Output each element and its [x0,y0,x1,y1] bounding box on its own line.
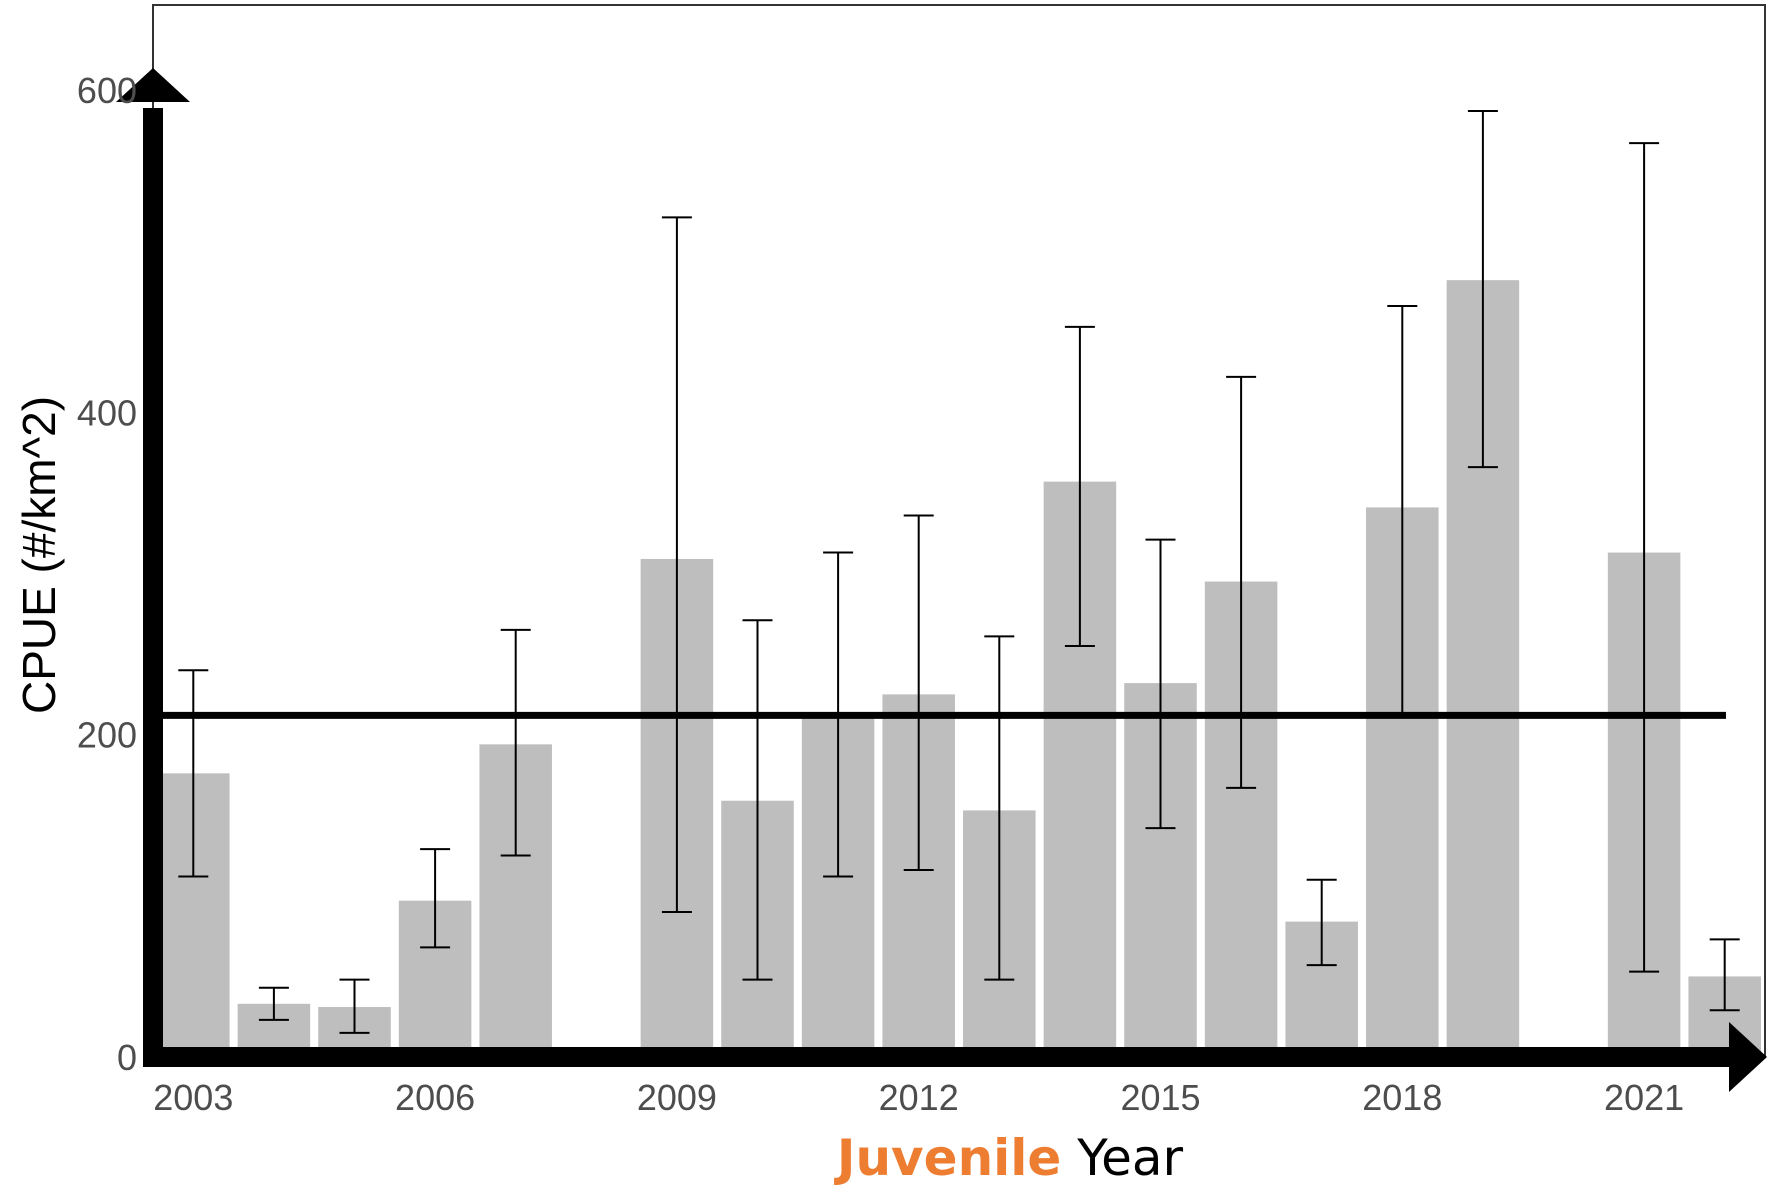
y-tick-label-0: 0 [117,1037,137,1078]
x-axis-arrowhead [1729,1022,1767,1092]
error-bar-2015 [1145,538,1176,830]
error-bar-2019 [1467,109,1498,469]
error-bar-2007 [500,628,531,857]
plot-panel-border [152,4,1766,1058]
error-bar-2017 [1306,878,1337,967]
error-bar-2003 [178,669,209,878]
error-bar-2013 [984,635,1015,981]
error-bar-2004 [258,986,289,1021]
y-axis-arrowhead [116,68,190,102]
axes-group [116,68,1767,1092]
x-axis-title: Juvenile Year [834,1129,1184,1187]
y-tick-labels: 0 200 400 600 [77,70,137,1078]
error-bar-2009 [661,216,692,913]
x-tick-labels: 2003 2006 2009 2012 2015 2018 2021 [153,1077,1684,1118]
error-bar-2022 [1709,938,1740,1012]
x-tick-label-2003: 2003 [153,1077,233,1118]
error-bar-2012 [903,514,934,872]
error-bar-2005 [339,978,370,1034]
x-tick-label-2021: 2021 [1604,1077,1684,1118]
x-axis-title-part-1: Year [1061,1129,1183,1187]
x-tick-label-2015: 2015 [1120,1077,1200,1118]
error-bar-2016 [1226,375,1257,789]
error-bar-2021 [1629,142,1660,973]
bars-group [157,280,1761,1058]
x-tick-label-2009: 2009 [637,1077,717,1118]
x-tick-label-2018: 2018 [1362,1077,1442,1118]
x-tick-label-2006: 2006 [395,1077,475,1118]
x-tick-label-2012: 2012 [879,1077,959,1118]
y-axis-title: CPUE (#/km^2) [13,396,65,714]
error-bar-2010 [742,619,773,981]
y-tick-label-200: 200 [77,715,137,756]
y-tick-label-400: 400 [77,392,137,433]
y-tick-label-600: 600 [77,70,137,111]
error-bar-2006 [420,848,451,949]
error-bar-2014 [1064,325,1095,648]
error-bars-group [178,109,1740,1034]
x-axis-title-part-0: Juvenile [834,1129,1062,1187]
